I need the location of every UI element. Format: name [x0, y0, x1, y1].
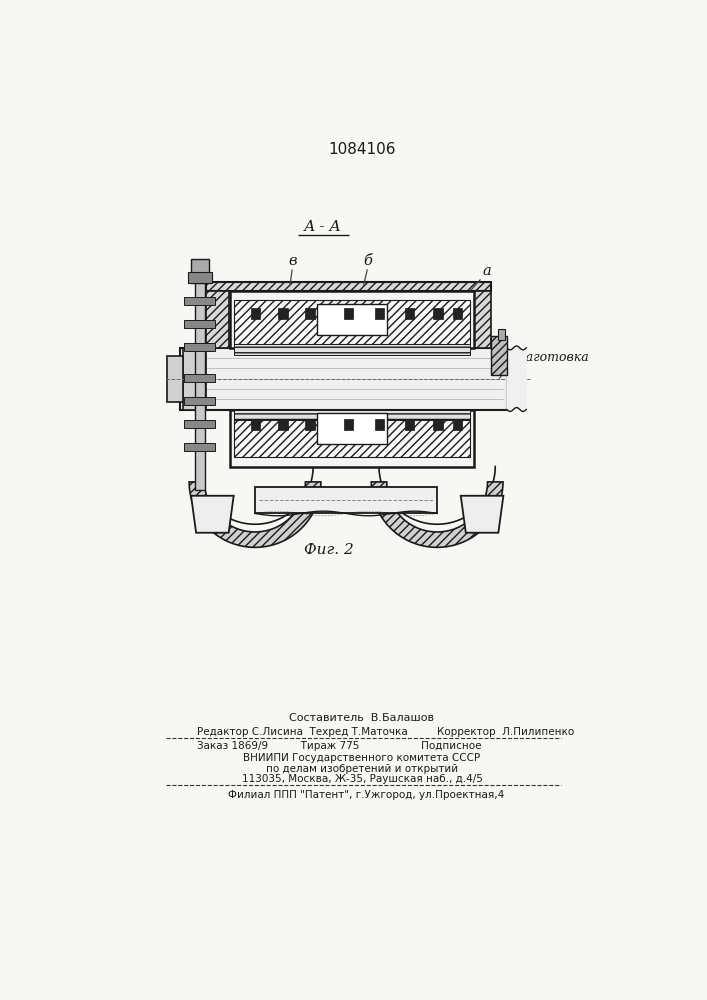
Bar: [375, 308, 385, 319]
Bar: [234, 410, 470, 420]
Bar: [344, 308, 354, 319]
Bar: [234, 344, 470, 355]
Text: А - А: А - А: [304, 220, 342, 234]
Text: по делам изобретений и открытий: по делам изобретений и открытий: [266, 764, 458, 774]
Bar: [498, 329, 506, 340]
Bar: [251, 308, 260, 319]
Text: а: а: [482, 264, 491, 278]
Bar: [234, 300, 470, 344]
Bar: [185, 343, 216, 351]
Bar: [180, 348, 507, 410]
Polygon shape: [191, 496, 234, 533]
Bar: [452, 308, 462, 319]
Bar: [491, 336, 507, 375]
Text: Фиг. 2: Фиг. 2: [304, 544, 354, 558]
Text: Заготовка: Заготовка: [519, 351, 590, 364]
Bar: [206, 291, 230, 348]
Polygon shape: [461, 496, 503, 533]
Bar: [185, 420, 216, 428]
Text: б: б: [363, 254, 372, 268]
Text: Составитель  В.Балашов: Составитель В.Балашов: [289, 713, 434, 723]
Bar: [168, 356, 183, 402]
Text: Филиал ППП "Патент", г.Ужгород, ул.Проектная,4: Филиал ППП "Патент", г.Ужгород, ул.Проек…: [228, 790, 504, 800]
Bar: [187, 272, 212, 283]
Bar: [192, 259, 209, 283]
Bar: [185, 443, 216, 451]
Text: ВНИИПИ Государственного комитета СССР: ВНИИПИ Государственного комитета СССР: [243, 753, 481, 763]
Bar: [452, 419, 462, 430]
Bar: [474, 291, 491, 348]
Bar: [279, 419, 288, 430]
Text: Заказ 1869/9          Тираж 775                   Подписное: Заказ 1869/9 Тираж 775 Подписное: [197, 741, 481, 751]
Bar: [234, 413, 470, 457]
Bar: [279, 308, 288, 319]
Bar: [185, 320, 216, 328]
Bar: [433, 419, 443, 430]
Bar: [230, 410, 474, 466]
Bar: [185, 374, 216, 382]
Bar: [317, 413, 387, 444]
Bar: [305, 308, 315, 319]
Bar: [375, 419, 385, 430]
Bar: [206, 282, 491, 291]
Text: 1084106: 1084106: [328, 142, 396, 157]
Text: 113035, Москва, Ж-35, Раушская наб., д.4/5: 113035, Москва, Ж-35, Раушская наб., д.4…: [242, 774, 482, 784]
Text: Редактор С.Лисина  Техред Т.Маточка         Корректор  Л.Пилипенко: Редактор С.Лисина Техред Т.Маточка Корре…: [197, 727, 574, 737]
Bar: [317, 304, 387, 335]
Bar: [404, 419, 414, 430]
Bar: [195, 282, 204, 490]
Polygon shape: [189, 482, 321, 547]
Text: в: в: [394, 524, 402, 538]
Text: в: в: [288, 254, 296, 268]
Bar: [185, 397, 216, 405]
Bar: [433, 308, 443, 319]
Bar: [404, 308, 414, 319]
Bar: [251, 419, 260, 430]
Polygon shape: [507, 346, 526, 411]
Bar: [230, 291, 474, 348]
Bar: [255, 487, 437, 513]
Bar: [305, 419, 315, 430]
Bar: [185, 297, 216, 305]
Bar: [344, 419, 354, 430]
Bar: [183, 348, 206, 410]
Polygon shape: [371, 482, 503, 547]
